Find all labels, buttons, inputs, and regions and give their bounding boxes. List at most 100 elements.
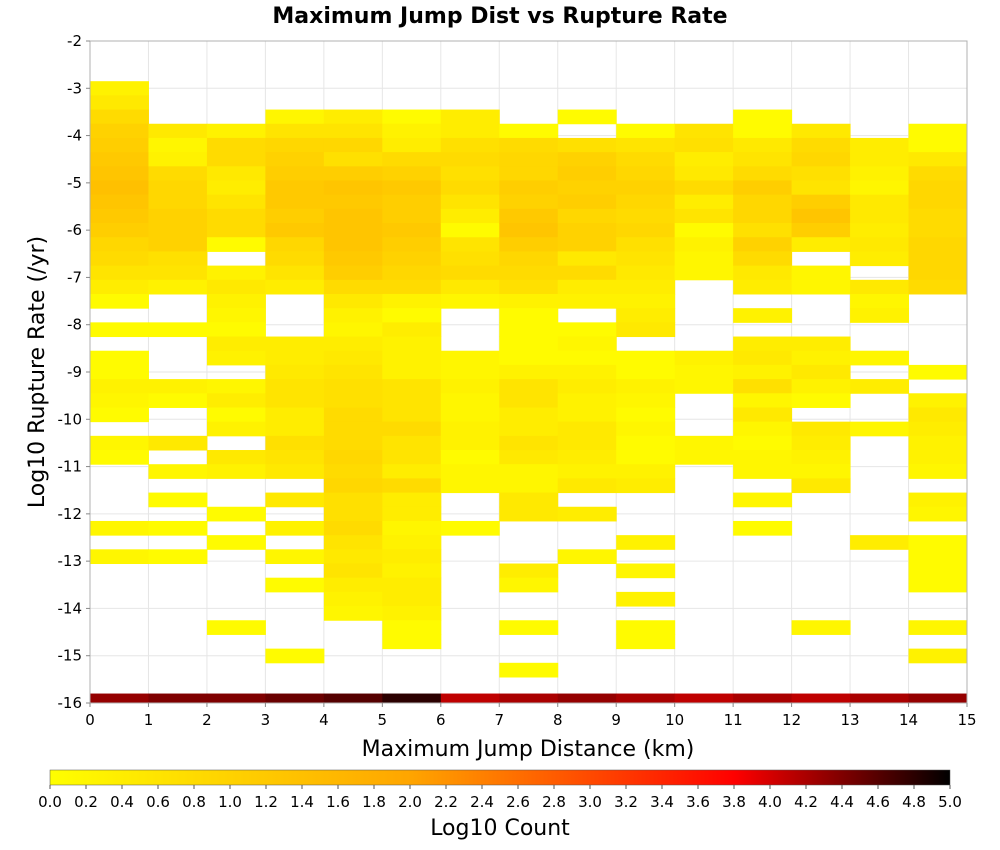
heatmap-cell bbox=[499, 123, 559, 139]
heatmap-cell bbox=[382, 379, 442, 394]
heatmap-cell bbox=[733, 279, 793, 295]
heatmap-cell-bottom bbox=[382, 693, 442, 703]
heatmap-cell bbox=[674, 137, 734, 153]
heatmap-cell bbox=[265, 123, 325, 139]
heatmap-cell bbox=[206, 237, 266, 252]
y-axis-ticks: -2 -3 -4 -5 -6 -7 -8 -9 -10 -11 -12 -13 -14 -15 -16 bbox=[58, 32, 90, 712]
colorbar-tick-label: 4.8 bbox=[902, 793, 926, 811]
heatmap-cell bbox=[90, 251, 149, 267]
colorbar-tick-label: 0.0 bbox=[38, 793, 62, 811]
colorbar-tick-label: 5.0 bbox=[938, 793, 962, 811]
heatmap-cell bbox=[148, 464, 208, 479]
heatmap-cell bbox=[499, 421, 559, 437]
heatmap-cell bbox=[382, 606, 442, 621]
x-tick-label: 15 bbox=[957, 711, 976, 729]
colorbar-tick-label: 1.2 bbox=[254, 793, 278, 811]
heatmap-cell bbox=[557, 379, 617, 394]
y-tick-label: -6 bbox=[67, 221, 82, 239]
heatmap-cell bbox=[908, 620, 968, 635]
heatmap-cell bbox=[908, 237, 968, 252]
heatmap-cell bbox=[791, 620, 851, 635]
heatmap-cell bbox=[616, 265, 676, 281]
heatmap-cell bbox=[382, 506, 442, 522]
colorbar-tick-label: 0.4 bbox=[110, 793, 134, 811]
x-tick-label: 12 bbox=[782, 711, 801, 729]
heatmap-cell bbox=[323, 279, 383, 295]
heatmap-cell bbox=[206, 620, 266, 635]
heatmap-cell bbox=[206, 308, 266, 323]
heatmap-cells bbox=[90, 81, 968, 703]
heatmap-cell bbox=[323, 535, 383, 550]
heatmap-cell bbox=[206, 223, 266, 238]
heatmap-cell bbox=[323, 464, 383, 479]
x-tick-label: 10 bbox=[665, 711, 684, 729]
heatmap-cell bbox=[616, 563, 676, 579]
heatmap-cell bbox=[908, 223, 968, 238]
heatmap-cell bbox=[791, 379, 851, 394]
heatmap-cell bbox=[382, 435, 442, 451]
heatmap-cell bbox=[557, 549, 617, 565]
heatmap-cell bbox=[733, 407, 793, 423]
heatmap-cell bbox=[148, 180, 208, 196]
heatmap-cell bbox=[908, 648, 968, 664]
heatmap-cell bbox=[382, 350, 442, 366]
heatmap-cell bbox=[557, 279, 617, 295]
heatmap-cell bbox=[382, 563, 442, 579]
heatmap-cell bbox=[850, 180, 910, 196]
heatmap-cell bbox=[382, 208, 442, 224]
heatmap-cell bbox=[382, 492, 442, 508]
heatmap-cell bbox=[791, 180, 851, 196]
heatmap-cell bbox=[440, 237, 500, 252]
heatmap-cell bbox=[382, 421, 442, 437]
heatmap-cell bbox=[499, 237, 559, 252]
heatmap-cell bbox=[323, 152, 383, 167]
heatmap-cell bbox=[382, 577, 442, 593]
colorbar-ticks: 0.0 0.2 0.4 0.6 0.8 1.0 1.2 1.4 1.6 1.8 2.0 2.2 2.4 2… bbox=[38, 785, 962, 811]
heatmap-cell bbox=[499, 251, 559, 267]
heatmap-cell bbox=[908, 279, 968, 295]
heatmap-cell bbox=[440, 109, 500, 125]
heatmap-cell bbox=[265, 180, 325, 196]
heatmap-cell bbox=[791, 137, 851, 153]
heatmap-cell bbox=[557, 265, 617, 281]
heatmap-cell bbox=[791, 166, 851, 181]
heatmap-cell-bottom bbox=[440, 693, 500, 703]
heatmap-cell bbox=[323, 577, 383, 593]
heatmap-cell-bottom bbox=[850, 693, 910, 703]
heatmap-cell bbox=[90, 180, 149, 196]
heatmap-cell bbox=[616, 421, 676, 437]
heatmap-cell bbox=[206, 450, 266, 465]
heatmap-cell bbox=[323, 265, 383, 281]
heatmap-cell bbox=[440, 421, 500, 437]
heatmap-cell bbox=[791, 194, 851, 210]
heatmap-cell bbox=[440, 137, 500, 153]
heatmap-cell bbox=[323, 123, 383, 139]
heatmap-cell bbox=[148, 435, 208, 451]
heatmap-cell bbox=[674, 123, 734, 139]
heatmap-cell bbox=[440, 208, 500, 224]
heatmap-cell bbox=[440, 464, 500, 479]
heatmap-cell bbox=[616, 464, 676, 479]
heatmap-cell bbox=[499, 166, 559, 181]
heatmap-cell bbox=[148, 279, 208, 295]
heatmap-cell bbox=[323, 606, 383, 621]
heatmap-cell bbox=[733, 364, 793, 380]
heatmap-cell bbox=[499, 506, 559, 522]
heatmap-cell bbox=[557, 109, 617, 125]
heatmap-cell bbox=[499, 379, 559, 394]
heatmap-cell bbox=[323, 492, 383, 508]
heatmap-cell bbox=[148, 237, 208, 252]
y-tick-label: -15 bbox=[58, 647, 83, 665]
heatmap-cell bbox=[265, 109, 325, 125]
heatmap-cell bbox=[265, 520, 325, 536]
heatmap-cell bbox=[674, 450, 734, 465]
heatmap-cell bbox=[90, 152, 149, 167]
heatmap-cell bbox=[557, 364, 617, 380]
heatmap-cell bbox=[733, 308, 793, 323]
heatmap-cell bbox=[733, 492, 793, 508]
heatmap-cell bbox=[265, 208, 325, 224]
heatmap-cell bbox=[791, 464, 851, 479]
y-tick-label: -3 bbox=[67, 79, 82, 97]
heatmap-cell bbox=[791, 364, 851, 380]
colorbar-tick-label: 3.6 bbox=[686, 793, 710, 811]
